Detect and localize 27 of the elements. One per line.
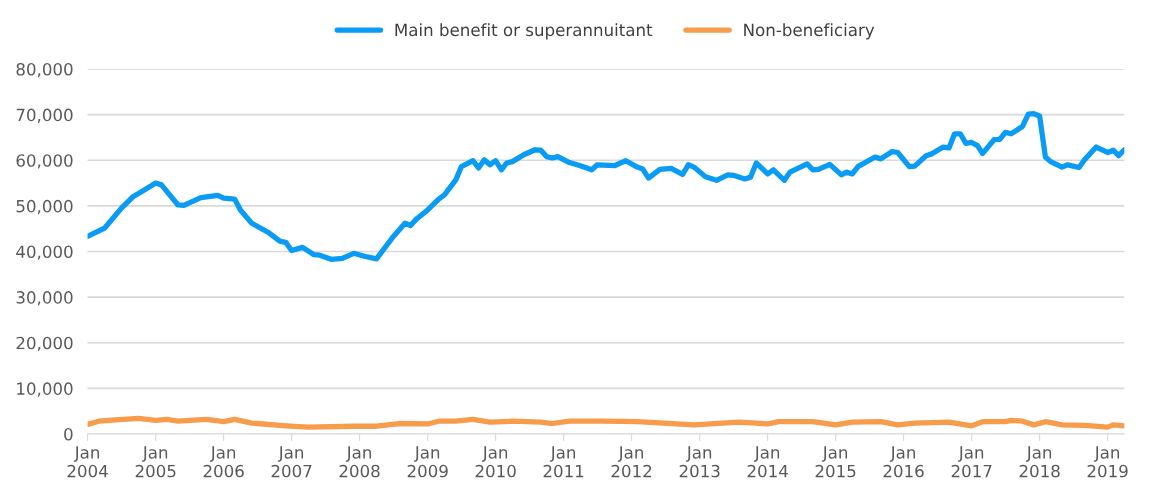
x-tick-label: Jan 2009 [407,446,448,478]
y-tick-label: 50,000 [16,199,73,215]
x-tick-label: Jan 2014 [747,446,788,478]
x-tick-label: Jan 2019 [1087,446,1128,478]
x-tick-label: Jan 2018 [1019,446,1060,478]
y-tick-label: 20,000 [16,336,73,352]
y-tick-label: 40,000 [16,245,73,260]
x-tick-label: Jan 2006 [203,446,244,478]
y-tick-label: 70,000 [16,108,73,123]
x-tick-label: Jan 2008 [339,446,380,478]
x-tick-label: Jan 2010 [475,446,516,478]
x-tick-label: Jan 2005 [135,446,176,478]
x-tick-label: Jan 2011 [543,446,584,478]
legend-label: Main benefit or superannuitant [395,23,653,40]
x-tick-label: Jan 2004 [67,446,108,478]
y-tick-label: 30,000 [16,291,73,306]
x-tick-label: Jan 2015 [815,446,856,478]
x-tick-label: Jan 2013 [679,446,720,478]
x-tick-label: Jan 2016 [883,446,924,478]
x-tick-label: Jan 2007 [271,446,312,478]
y-tick-label: 10,000 [17,382,73,397]
y-tick-label: 0 [64,427,73,441]
x-tick-label: Jan 2017 [951,446,992,478]
x-tick-label: Jan 2012 [611,446,652,478]
legend-label: Non-beneficiary [744,23,875,40]
y-tick-label: 80,000 [16,62,73,78]
y-tick-label: 60,000 [16,154,73,169]
